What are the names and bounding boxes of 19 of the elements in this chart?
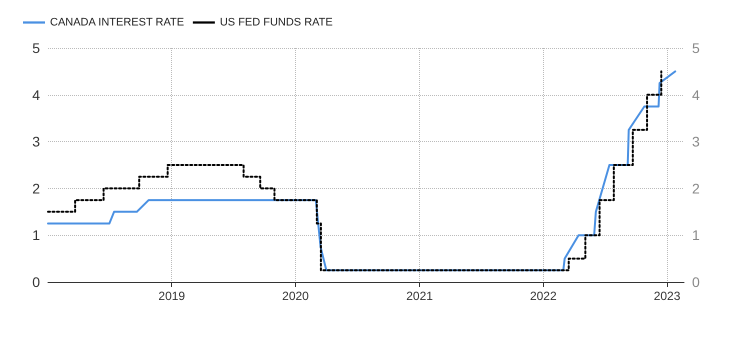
y-tick-label: 2 — [32, 180, 40, 196]
y2-tick-label: 0 — [692, 274, 700, 290]
y2-tick-label: 4 — [692, 86, 700, 103]
y2-tick-label: 3 — [692, 134, 700, 150]
y2-tick-label: 5 — [692, 40, 700, 56]
y2-tick-label: 1 — [692, 227, 700, 244]
y-tick-label: 4 — [32, 86, 40, 103]
x-tick-label: 2020 — [282, 289, 310, 303]
y-tick-label: 0 — [32, 274, 40, 290]
y-tick-label: 5 — [32, 40, 40, 56]
y-tick-label: 1 — [32, 227, 40, 244]
legend-label: CANADA INTEREST RATE — [50, 16, 184, 28]
y2-tick-label: 2 — [692, 180, 700, 196]
x-tick-label: 2021 — [406, 289, 434, 303]
y-tick-label: 3 — [32, 134, 40, 150]
legend-label: US FED FUNDS RATE — [220, 16, 333, 28]
x-tick-label: 2023 — [654, 289, 681, 303]
x-tick-label: 2022 — [530, 289, 557, 303]
x-tick-label: 2019 — [158, 289, 186, 303]
